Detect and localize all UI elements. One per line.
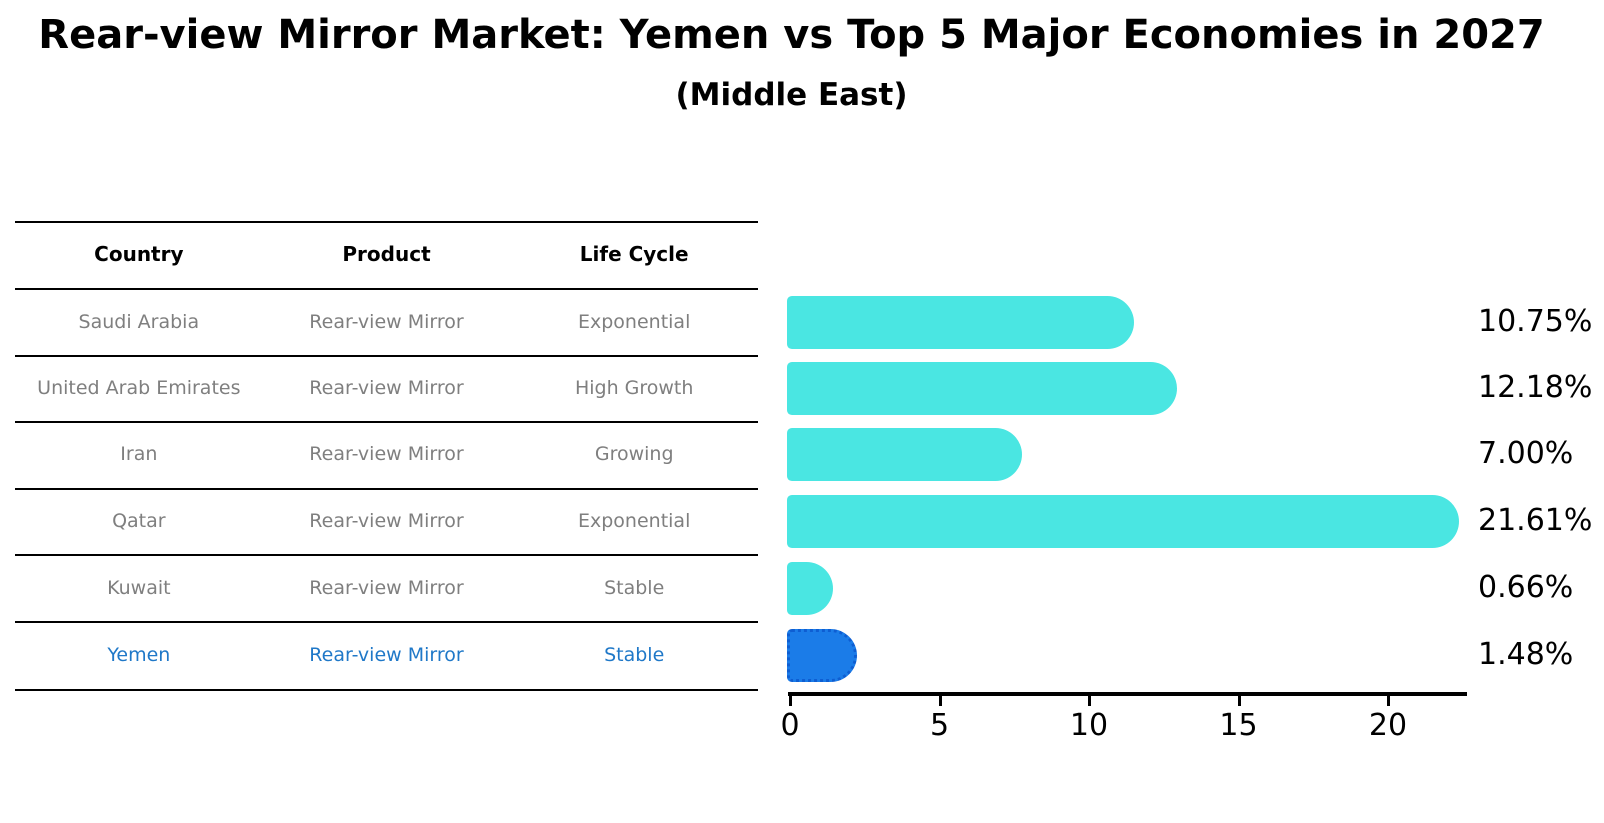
product-cell: Rear-view Mirror xyxy=(309,644,464,666)
table-row: Yemen Rear-view Mirror Stable xyxy=(15,641,758,669)
country-cell: Kuwait xyxy=(107,577,171,599)
product-cell: Rear-view Mirror xyxy=(309,577,464,599)
x-axis-tick-label: 0 xyxy=(780,708,800,743)
lifecycle-cell: Exponential xyxy=(578,510,691,532)
value-label: 21.61% xyxy=(1478,503,1593,538)
lifecycle-cell: High Growth xyxy=(574,377,694,399)
table-rule xyxy=(15,621,758,623)
product-cell: Rear-view Mirror xyxy=(309,311,464,333)
table-row: Saudi Arabia Rear-view Mirror Exponential xyxy=(15,308,758,336)
bar xyxy=(787,361,1177,415)
x-axis-tick xyxy=(1387,694,1390,706)
x-axis-tick-label: 5 xyxy=(929,708,950,743)
value-label: 7.00% xyxy=(1478,436,1574,471)
x-axis-tick-label: 20 xyxy=(1368,708,1408,743)
country-cell: Qatar xyxy=(112,510,166,532)
table-header-cell: Country xyxy=(94,242,184,266)
x-axis-line xyxy=(788,692,1467,696)
country-cell: Saudi Arabia xyxy=(78,311,200,333)
table-header-row: Country Product Life Cycle xyxy=(15,240,758,268)
lifecycle-cell: Stable xyxy=(604,577,665,599)
table-header-cell: Life Cycle xyxy=(579,242,689,266)
x-axis-tick-label: 10 xyxy=(1069,708,1109,743)
x-axis-tick xyxy=(1088,694,1091,706)
table-rule xyxy=(15,355,758,357)
product-cell: Rear-view Mirror xyxy=(309,510,464,532)
table-row: United Arab Emirates Rear-view Mirror High… xyxy=(15,374,758,402)
bar xyxy=(787,494,1459,548)
table-rule xyxy=(15,288,758,290)
lifecycle-cell: Stable xyxy=(604,644,665,666)
bar xyxy=(787,561,833,615)
country-cell: Iran xyxy=(120,443,158,465)
table-rule xyxy=(15,421,758,423)
country-cell: Yemen xyxy=(107,644,171,666)
table-row: Kuwait Rear-view Mirror Stable xyxy=(15,574,758,602)
table-header-cell: Product xyxy=(342,242,431,266)
table-rule xyxy=(15,689,758,691)
bar xyxy=(787,295,1134,349)
value-label: 1.48% xyxy=(1478,637,1574,672)
lifecycle-cell: Exponential xyxy=(578,311,691,333)
table-row: Iran Rear-view Mirror Growing xyxy=(15,440,758,468)
value-label: 0.66% xyxy=(1478,570,1574,605)
x-axis-tick xyxy=(789,694,792,706)
x-axis-tick xyxy=(938,694,942,706)
bar xyxy=(787,427,1022,481)
product-cell: Rear-view Mirror xyxy=(309,443,464,465)
value-label: 12.18% xyxy=(1478,370,1593,405)
value-label: 10.75% xyxy=(1478,304,1593,339)
chart-subtitle: (Middle East) xyxy=(675,77,908,113)
table-rule xyxy=(15,554,758,556)
x-axis-tick-label: 15 xyxy=(1219,708,1258,743)
bar-yemen xyxy=(787,628,857,682)
table-rule xyxy=(15,488,758,490)
country-cell: United Arab Emirates xyxy=(37,377,241,399)
chart-title: Rear-view Mirror Market: Yemen vs Top 5 … xyxy=(38,12,1545,58)
table-rule xyxy=(15,221,758,223)
product-cell: Rear-view Mirror xyxy=(309,377,464,399)
x-axis-tick xyxy=(1237,694,1241,706)
table-row: Qatar Rear-view Mirror Exponential xyxy=(15,507,758,535)
lifecycle-cell: Growing xyxy=(594,443,674,465)
